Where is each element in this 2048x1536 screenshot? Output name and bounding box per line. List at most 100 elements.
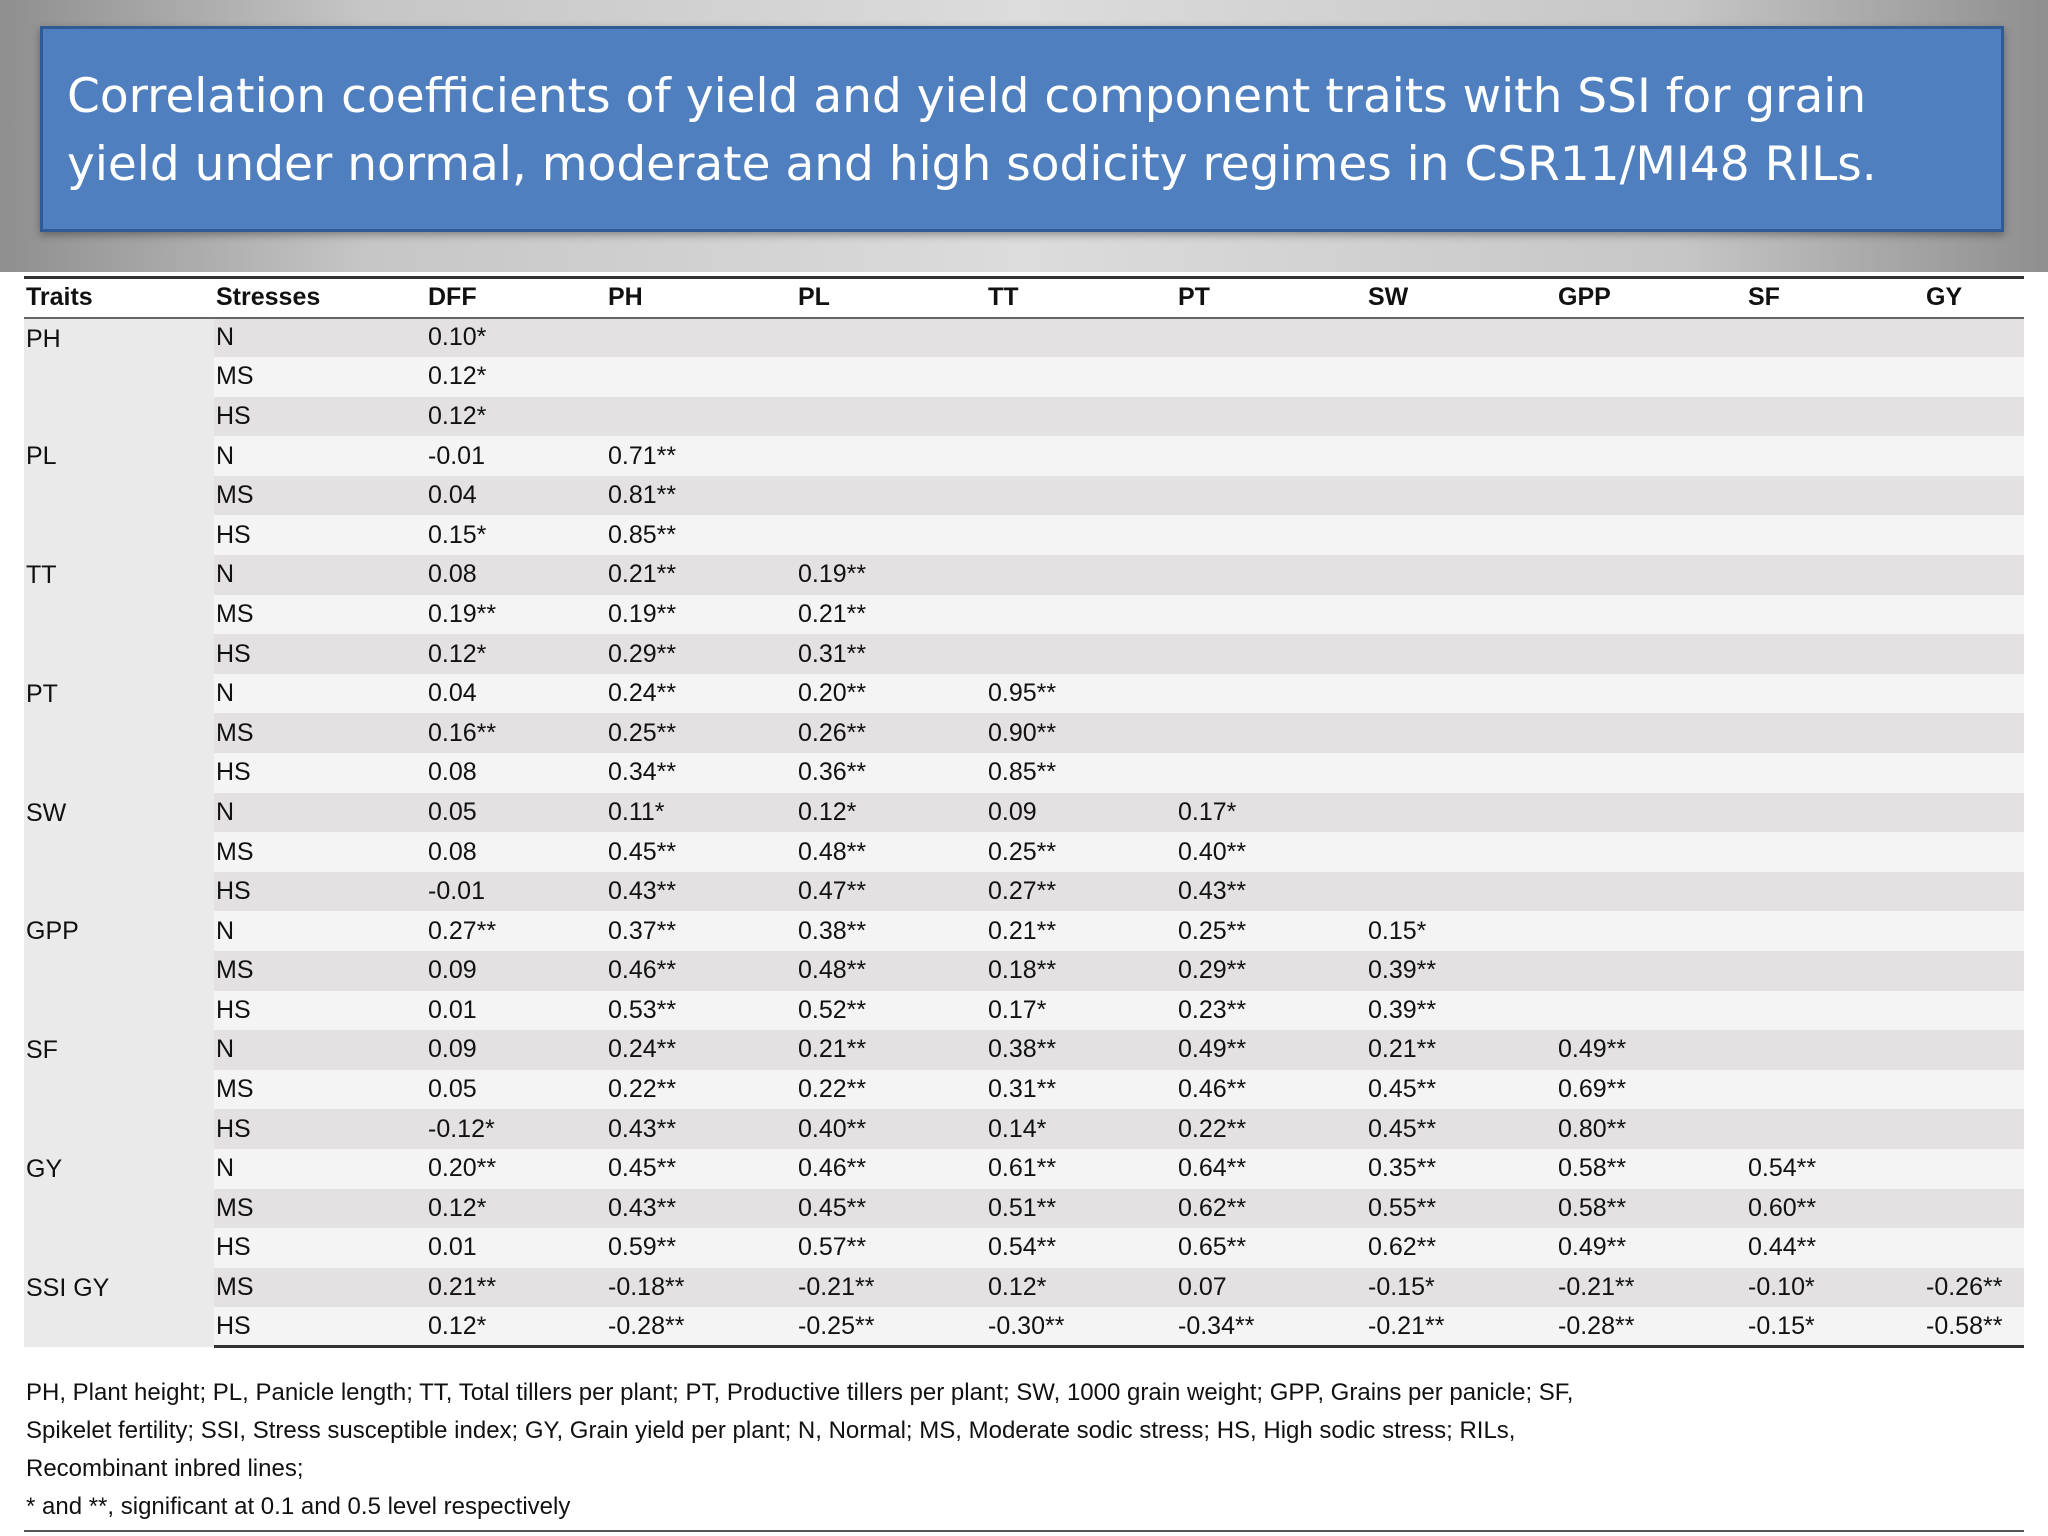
header-gy: GY [1924, 276, 2024, 319]
coefficient-cell: 0.85** [986, 753, 1176, 793]
coefficient-cell: 0.48** [796, 951, 986, 991]
coefficient-cell [1556, 951, 1746, 991]
stress-cell: HS [214, 753, 426, 793]
coefficient-cell: 0.51** [986, 1188, 1176, 1229]
coefficient-cell [986, 317, 1176, 358]
coefficient-cell [1366, 634, 1556, 674]
coefficient-cell: 0.01 [426, 990, 606, 1031]
coefficient-cell: 0.12* [796, 792, 986, 833]
table-row: SSI GY MS 0.21** -0.18** -0.21** 0.12* 0.07 -0.… [24, 1267, 2024, 1347]
coefficient-cell: 0.19** [426, 594, 606, 635]
coefficient-cell [1176, 515, 1366, 556]
coefficient-cell: -0.28** [1556, 1307, 1746, 1349]
table-footnote: PH, Plant height; PL, Panicle length; TT… [26, 1374, 2016, 1526]
coefficient-cell: 0.48** [796, 832, 986, 872]
coefficient-cell: 0.58** [1556, 1148, 1746, 1189]
header-sf: SF [1746, 276, 1924, 319]
coefficient-cell: 0.21** [426, 1267, 606, 1308]
coefficient-cell [1556, 792, 1746, 833]
coefficient-cell [1746, 792, 1924, 833]
coefficient-cell: 0.90** [986, 713, 1176, 754]
table-row: HS 0.08 0.34** 0.36** 0.85** [24, 753, 2024, 793]
table-row: PT N 0.04 0.24** 0.20** 0.95** [24, 673, 2024, 793]
coefficient-cell: 0.07 [1176, 1267, 1366, 1308]
coefficient-cell: 0.04 [426, 475, 606, 516]
coefficient-cell [1556, 436, 1746, 476]
coefficient-cell [1746, 713, 1924, 754]
stress-cell: HS [214, 1307, 426, 1349]
coefficient-cell: 0.09 [426, 1030, 606, 1070]
coefficient-cell: 0.12* [426, 357, 606, 397]
coefficient-cell [1366, 475, 1556, 516]
coefficient-cell: 0.27** [426, 911, 606, 951]
coefficient-cell: 0.34** [606, 753, 796, 793]
coefficient-cell: 0.47** [796, 871, 986, 912]
coefficient-cell [1366, 753, 1556, 793]
coefficient-cell [1924, 832, 2024, 872]
coefficient-cell [606, 357, 796, 397]
coefficient-cell [1176, 357, 1366, 397]
header-pl: PL [796, 276, 986, 319]
correlation-table-container: Traits Stresses DFF PH PL TT PT SW GPP S… [24, 276, 2024, 1349]
coefficient-cell [1924, 475, 2024, 516]
stress-cell: HS [214, 1228, 426, 1268]
coefficient-cell: 0.18** [986, 951, 1176, 991]
coefficient-cell: -0.18** [606, 1267, 796, 1308]
coefficient-cell: -0.01 [426, 436, 606, 476]
coefficient-cell [1924, 436, 2024, 476]
coefficient-cell [1746, 436, 1924, 476]
coefficient-cell [1556, 753, 1746, 793]
coefficient-cell: 0.62** [1366, 1228, 1556, 1268]
table-row: PL N -0.01 0.71** [24, 436, 2024, 556]
stress-cell: N [214, 1148, 426, 1189]
coefficient-cell [1924, 1030, 2024, 1070]
coefficient-cell [606, 317, 796, 358]
table-row: MS 0.19** 0.19** 0.21** [24, 594, 2024, 635]
coefficient-cell [1924, 1148, 2024, 1189]
coefficient-cell: -0.21** [1556, 1267, 1746, 1308]
coefficient-cell [1746, 555, 1924, 595]
coefficient-cell: 0.23** [1176, 990, 1366, 1031]
table-row: GPP N 0.27** 0.37** 0.38** 0.21** 0.25** 0.15* [24, 911, 2024, 1031]
coefficient-cell: 0.45** [796, 1188, 986, 1229]
coefficient-cell: 0.43** [1176, 871, 1366, 912]
coefficient-cell: 0.54** [986, 1228, 1176, 1268]
coefficient-cell: 0.43** [606, 871, 796, 912]
bottom-divider [24, 1530, 2024, 1532]
stress-cell: N [214, 792, 426, 833]
coefficient-cell [986, 634, 1176, 674]
coefficient-cell: -0.30** [986, 1307, 1176, 1349]
stress-cell: N [214, 436, 426, 476]
trait-name-cell: PL [24, 436, 214, 556]
trait-name-cell: GPP [24, 911, 214, 1031]
coefficient-cell [1746, 990, 1924, 1031]
coefficient-cell [1176, 396, 1366, 437]
stress-cell: N [214, 911, 426, 951]
coefficient-cell [1176, 594, 1366, 635]
coefficient-cell: -0.28** [606, 1307, 796, 1349]
coefficient-cell [1746, 673, 1924, 714]
coefficient-cell: 0.57** [796, 1228, 986, 1268]
coefficient-cell [1556, 357, 1746, 397]
coefficient-cell [986, 594, 1176, 635]
coefficient-cell [1556, 911, 1746, 951]
coefficient-cell [1366, 792, 1556, 833]
coefficient-cell: 0.43** [606, 1188, 796, 1229]
coefficient-cell: 0.64** [1176, 1148, 1366, 1189]
coefficient-cell: 0.21** [1366, 1030, 1556, 1070]
coefficient-cell: -0.15* [1746, 1307, 1924, 1349]
trait-name-cell: SF [24, 1030, 214, 1149]
slide-title: Correlation coefficients of yield and yi… [40, 26, 2004, 232]
coefficient-cell: -0.12* [426, 1109, 606, 1149]
coefficient-cell: -0.21** [1366, 1307, 1556, 1349]
coefficient-cell [1176, 713, 1366, 754]
coefficient-cell [1366, 555, 1556, 595]
coefficient-cell [1176, 753, 1366, 793]
coefficient-cell: -0.58** [1924, 1307, 2024, 1349]
table-row: HS 0.01 0.59** 0.57** 0.54** 0.65** 0.62** 0.49… [24, 1228, 2024, 1268]
coefficient-cell [1176, 475, 1366, 516]
stress-cell: MS [214, 713, 426, 754]
correlation-table: Traits Stresses DFF PH PL TT PT SW GPP S… [24, 276, 2024, 1349]
coefficient-cell: 0.39** [1366, 990, 1556, 1031]
coefficient-cell [1556, 673, 1746, 714]
